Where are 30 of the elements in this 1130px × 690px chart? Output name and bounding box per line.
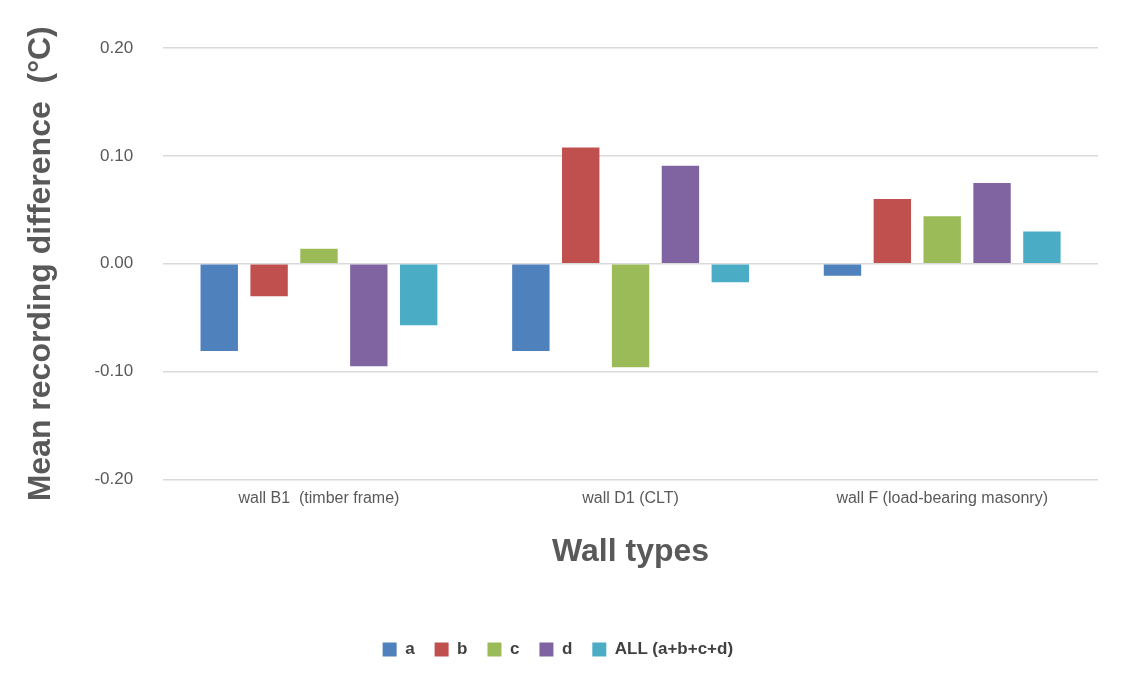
x-tick-label: wall B1 (timber frame) [237, 489, 400, 507]
bar [923, 216, 961, 264]
y-tick-label: 0.20 [100, 37, 134, 57]
legend-label: b [457, 639, 468, 659]
bar [1023, 231, 1061, 264]
y-tick-label: -0.10 [94, 361, 134, 381]
legend-label: a [405, 639, 416, 659]
bar [661, 165, 700, 264]
bar [562, 147, 600, 264]
bar [823, 264, 862, 276]
bar [200, 264, 238, 352]
y-axis-title: Mean recording difference (°C) [21, 26, 58, 502]
bar [399, 264, 438, 326]
legend-label: c [509, 639, 520, 659]
bar [611, 264, 650, 368]
bar [512, 264, 550, 352]
y-tick-label: 0.00 [100, 253, 134, 273]
y-tick-label: 0.10 [100, 145, 134, 165]
bar [711, 264, 749, 283]
x-axis-title: Wall types [552, 531, 710, 568]
legend-label: d [561, 639, 573, 659]
x-tick-label: wall F (load-bearing masonry) [835, 489, 1049, 507]
x-tick-label: wall D1 (CLT) [581, 489, 679, 507]
y-tick-label: -0.20 [94, 469, 134, 489]
bar [973, 182, 1011, 264]
bar [300, 248, 338, 264]
bar [250, 264, 288, 297]
bar [873, 199, 912, 264]
bar [350, 264, 388, 367]
legend-label: ALL (a+b+c+d) [614, 639, 734, 659]
